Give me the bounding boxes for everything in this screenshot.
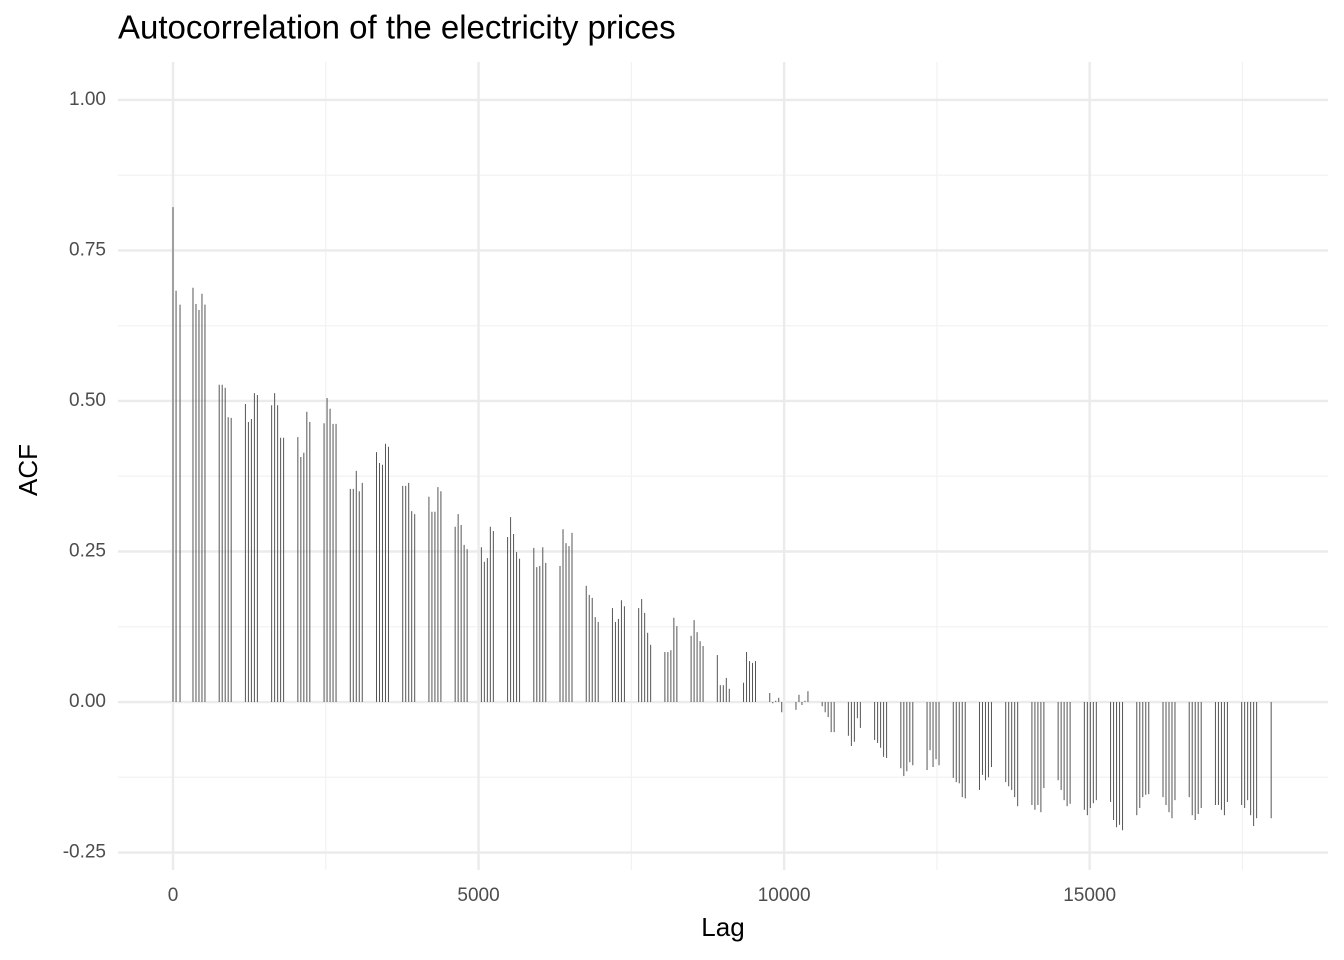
y-tick-label: 1.00 <box>69 89 106 110</box>
y-tick-label: -0.25 <box>63 842 106 863</box>
x-axis-title: Lag <box>701 912 744 942</box>
y-tick-label: 0.75 <box>69 239 106 260</box>
y-tick-label: 0.00 <box>69 691 106 712</box>
chart-title: Autocorrelation of the electricity price… <box>118 9 676 46</box>
y-tick-label: 0.25 <box>69 541 106 562</box>
x-tick-label: 0 <box>168 885 179 906</box>
y-tick-label: 0.50 <box>69 390 106 411</box>
x-tick-label: 15000 <box>1063 885 1116 906</box>
x-tick-label: 5000 <box>457 885 499 906</box>
y-axis-title: ACF <box>13 444 43 496</box>
x-tick-label: 10000 <box>758 885 811 906</box>
